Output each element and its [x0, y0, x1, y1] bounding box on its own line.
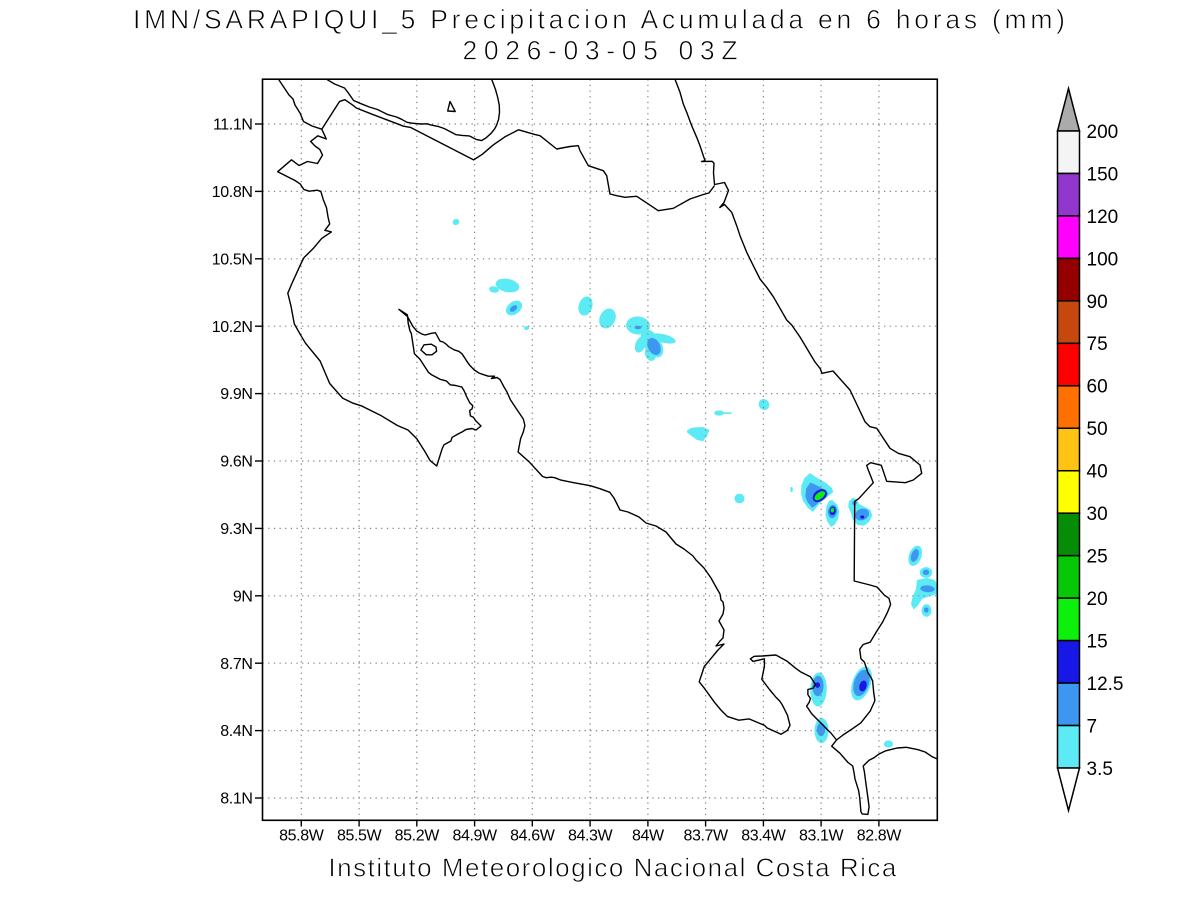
svg-text:12.5: 12.5	[1087, 674, 1124, 695]
svg-text:50: 50	[1087, 419, 1108, 440]
svg-text:60: 60	[1087, 377, 1108, 398]
svg-text:150: 150	[1087, 164, 1119, 185]
svg-text:8.4N: 8.4N	[220, 723, 252, 740]
svg-text:84.9W: 84.9W	[452, 828, 498, 845]
svg-text:8.1N: 8.1N	[220, 791, 252, 808]
svg-text:7: 7	[1087, 716, 1098, 737]
svg-text:15: 15	[1087, 632, 1108, 653]
svg-text:84.6W: 84.6W	[510, 828, 556, 845]
svg-text:IMN/SARAPIQUI_5 Precipitacion: IMN/SARAPIQUI_5 Precipitacion Acumulada …	[133, 5, 1065, 35]
svg-text:82.8W: 82.8W	[857, 828, 903, 845]
svg-text:25: 25	[1087, 547, 1108, 568]
svg-text:30: 30	[1087, 504, 1108, 525]
svg-text:83.4W: 83.4W	[741, 828, 787, 845]
svg-text:9.6N: 9.6N	[220, 454, 252, 471]
svg-text:100: 100	[1087, 249, 1119, 270]
svg-text:40: 40	[1087, 462, 1108, 483]
svg-text:90: 90	[1087, 292, 1108, 313]
svg-text:9.3N: 9.3N	[220, 521, 252, 538]
svg-text:Instituto Meteorologico Nacion: Instituto Meteorologico Nacional Costa R…	[328, 853, 897, 883]
svg-text:11.1N: 11.1N	[213, 117, 253, 134]
svg-text:75: 75	[1087, 334, 1108, 355]
svg-text:85.2W: 85.2W	[395, 828, 441, 845]
svg-text:83.7W: 83.7W	[683, 828, 729, 845]
svg-text:10.2N: 10.2N	[212, 319, 253, 336]
svg-text:3.5: 3.5	[1087, 759, 1113, 780]
svg-text:10.8N: 10.8N	[212, 184, 253, 201]
svg-text:84W: 84W	[632, 828, 665, 845]
svg-text:8.7N: 8.7N	[220, 656, 252, 673]
svg-text:120: 120	[1087, 207, 1119, 228]
svg-text:83.1W: 83.1W	[799, 828, 845, 845]
svg-text:85.8W: 85.8W	[279, 828, 325, 845]
svg-text:84.3W: 84.3W	[568, 828, 614, 845]
svg-text:20: 20	[1087, 589, 1108, 610]
svg-text:9.9N: 9.9N	[220, 386, 252, 403]
svg-text:85.5W: 85.5W	[337, 828, 383, 845]
svg-text:9N: 9N	[233, 588, 253, 605]
svg-text:10.5N: 10.5N	[212, 251, 253, 268]
svg-text:200: 200	[1087, 122, 1119, 143]
